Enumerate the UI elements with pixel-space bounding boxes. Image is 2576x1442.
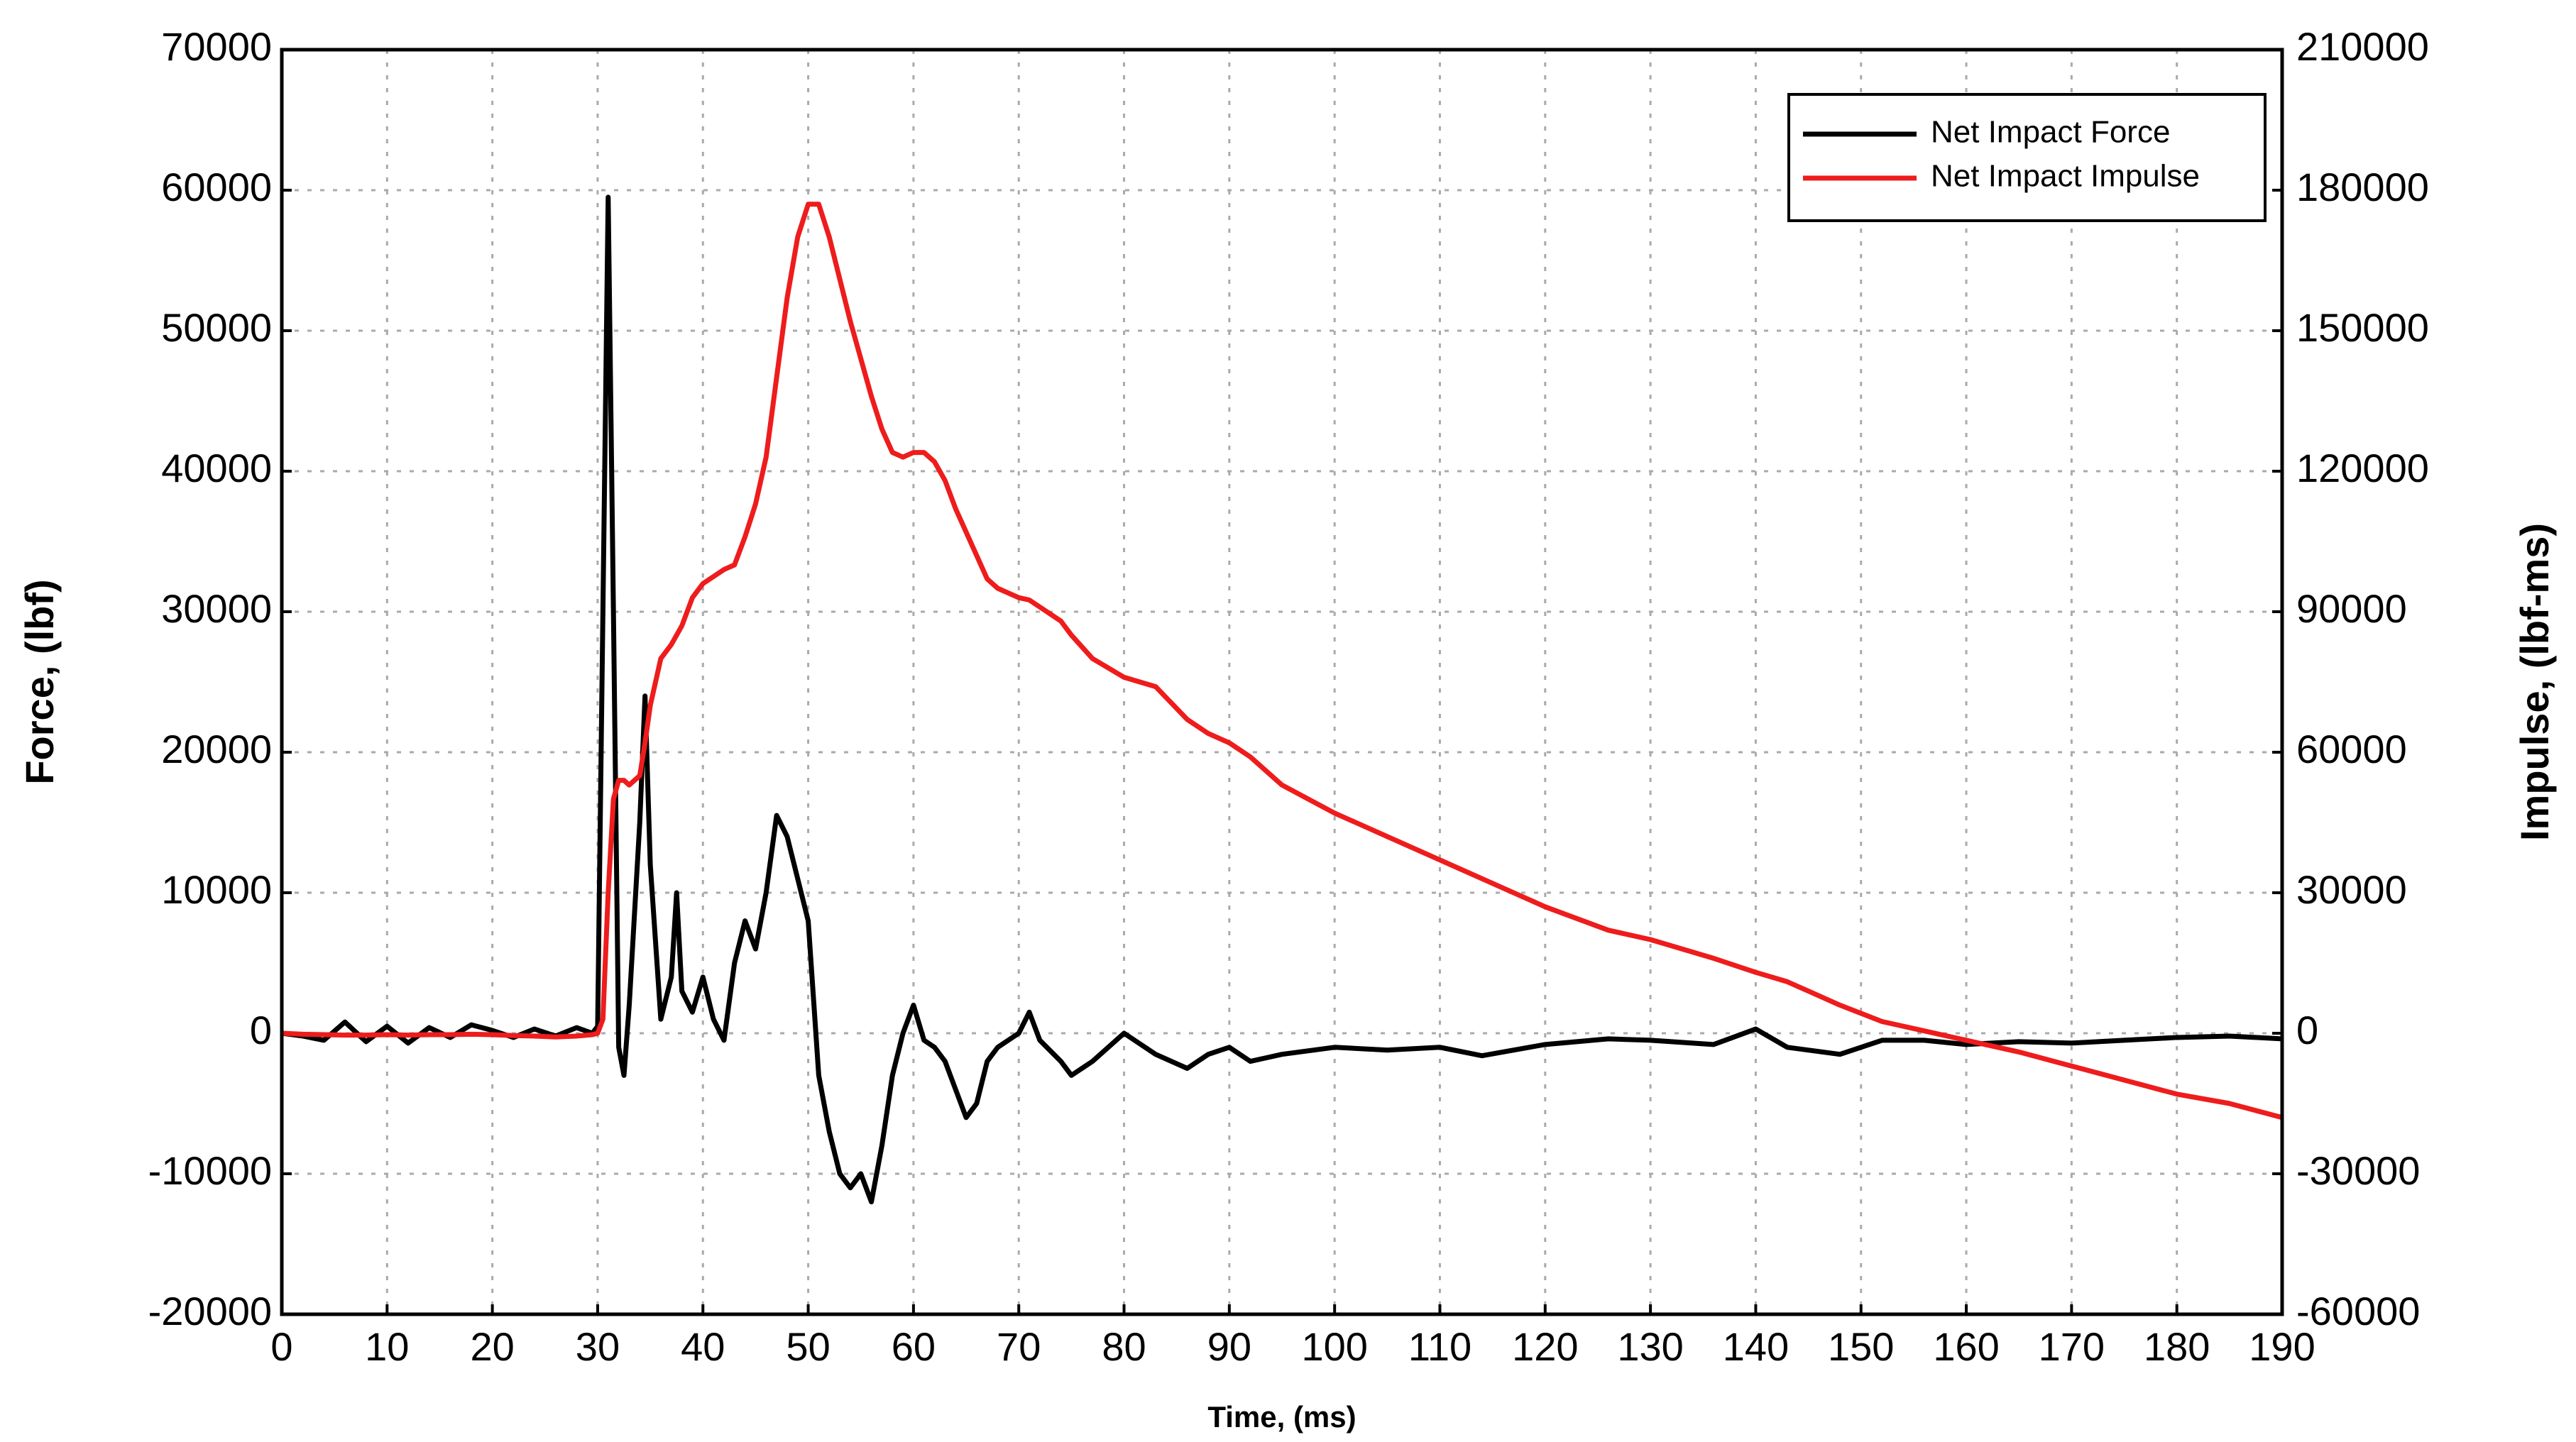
legend: Net Impact Force Net Impact Impulse: [1787, 93, 2267, 222]
y2-tick-label: 90000: [2296, 586, 2407, 631]
y2-tick-label: 150000: [2296, 305, 2429, 350]
legend-label: Net Impact Impulse: [1931, 159, 2200, 194]
x-tick-label: 60: [892, 1324, 936, 1369]
x-tick-label: 140: [1723, 1324, 1789, 1369]
y-tick-label: -10000: [148, 1148, 272, 1193]
x-tick-label: 90: [1207, 1324, 1251, 1369]
y2-tick-label: 120000: [2296, 446, 2429, 490]
plot-frame: [280, 48, 2284, 1316]
y2-tick-label: 180000: [2296, 165, 2429, 209]
x-tick-label: 30: [576, 1324, 620, 1369]
y-axis-title: Force, (lbf): [17, 579, 62, 784]
y-tick-label: 30000: [161, 586, 272, 631]
x-tick-label: 190: [2249, 1324, 2315, 1369]
x-tick-label: 160: [1933, 1324, 1999, 1369]
legend-box: [1787, 93, 2267, 222]
x-tick-label: 110: [1408, 1324, 1471, 1369]
y-tick-label: 70000: [161, 24, 272, 69]
y2-tick-label: 0: [2296, 1008, 2318, 1052]
legend-label: Net Impact Force: [1931, 115, 2170, 150]
x-tick-label: 20: [470, 1324, 514, 1369]
x-tick-label: 100: [1301, 1324, 1367, 1369]
data-line: [281, 194, 2283, 1205]
y2-tick-label: 30000: [2296, 867, 2407, 912]
x-tick-label: 180: [2144, 1324, 2210, 1369]
x-tick-label: 0: [270, 1324, 292, 1369]
x-tick-label: 170: [2039, 1324, 2105, 1369]
x-tick-label: 150: [1828, 1324, 1894, 1369]
x-tick-label: 120: [1512, 1324, 1578, 1369]
y-tick-label: 40000: [161, 446, 272, 490]
y-tick-label: 0: [250, 1008, 272, 1052]
x-tick-label: 130: [1617, 1324, 1683, 1369]
y2-tick-label: -30000: [2296, 1148, 2420, 1193]
x-tick-label: 40: [681, 1324, 725, 1369]
y-tick-label: 20000: [161, 727, 272, 771]
y-tick-label: -20000: [148, 1289, 272, 1333]
y2-axis-title: Impulse, (lbf-ms): [2512, 523, 2557, 841]
x-tick-label: 70: [997, 1324, 1041, 1369]
y2-tick-label: 210000: [2296, 24, 2429, 69]
y2-tick-label: -60000: [2296, 1289, 2420, 1333]
data-line: [281, 202, 2283, 1121]
y-tick-label: 50000: [161, 305, 272, 350]
y2-tick-label: 60000: [2296, 727, 2407, 771]
x-axis-title: Time, (ms): [1207, 1400, 1356, 1433]
x-tick-label: 50: [786, 1324, 830, 1369]
x-tick-label: 80: [1102, 1324, 1146, 1369]
x-tick-label: 10: [365, 1324, 409, 1369]
y-tick-label: 10000: [161, 867, 272, 912]
y-tick-label: 60000: [161, 165, 272, 209]
